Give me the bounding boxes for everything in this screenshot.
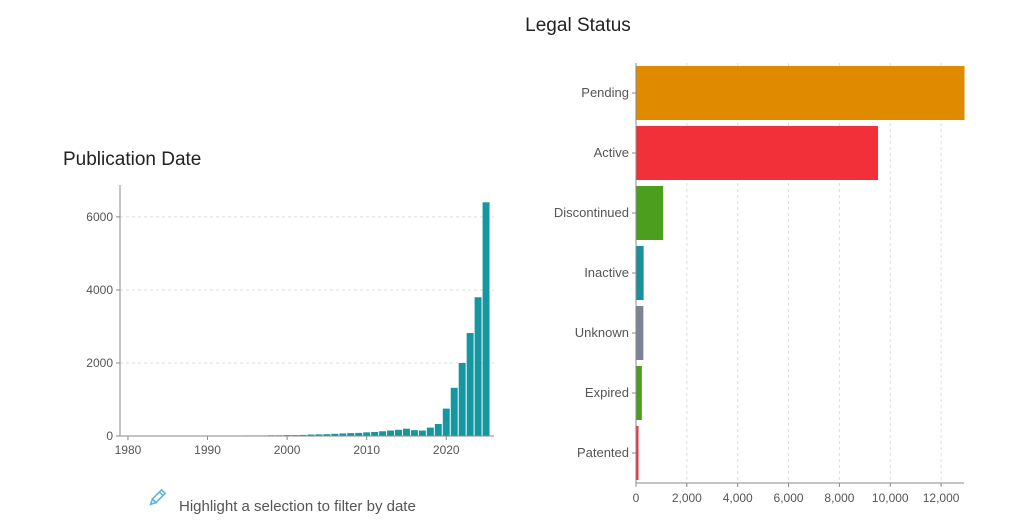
category-label-discontinued: Discontinued [554,205,629,220]
x-tick-label: 2,000 [672,491,702,505]
publication-bar[interactable] [323,434,331,436]
category-label-inactive: Inactive [584,265,629,280]
y-tick-label: 6000 [86,210,113,224]
filter-hint-text: Highlight a selection to filter by date [179,498,416,515]
publication-bar[interactable] [379,431,387,436]
legal-bar-inactive[interactable] [636,246,644,300]
publication-bar[interactable] [363,432,371,436]
publication-date-chart[interactable]: Publication Date 1980 1990 2000 2010 2020 0 2… [63,149,494,515]
publication-bar[interactable] [458,362,466,436]
legal-bar-expired[interactable] [636,366,642,420]
publication-bar[interactable] [482,202,490,436]
legal-bar-active[interactable] [636,126,879,180]
publication-bar[interactable] [339,433,347,436]
publication-bar[interactable] [466,333,474,436]
publication-bar[interactable] [299,434,307,436]
publication-bar[interactable] [410,430,418,436]
x-tick-label: 2010 [353,443,380,457]
legal-grid [686,63,942,483]
filter-hint: Highlight a selection to filter by date [149,488,416,515]
x-tick-label: 1980 [115,443,142,457]
publication-bar[interactable] [402,428,410,436]
publication-bar[interactable] [474,297,482,436]
legal-status-title: Legal Status [525,15,631,36]
publication-bar[interactable] [387,430,395,436]
legal-bar-patented[interactable] [636,426,639,480]
category-label-unknown: Unknown [575,325,629,340]
publication-bar[interactable] [395,429,402,436]
y-tick-label: 0 [106,429,113,443]
legal-bar-unknown[interactable] [636,306,644,360]
publication-x-ticks: 1980 1990 2000 2010 2020 [115,436,460,457]
x-tick-label: 4,000 [723,491,753,505]
x-tick-label: 1990 [194,443,221,457]
publication-bar[interactable] [442,408,450,436]
publication-bar[interactable] [307,434,315,436]
publication-bar[interactable] [450,387,458,436]
publication-bar[interactable] [331,433,339,436]
publication-bar[interactable] [347,433,355,436]
publication-bar[interactable] [315,434,323,436]
publication-grid [120,216,494,364]
publication-bar[interactable] [371,431,379,436]
x-tick-label: 6,000 [774,491,804,505]
publication-bar[interactable] [418,430,426,436]
publication-y-ticks: 0 2000 4000 6000 [86,210,120,443]
y-tick-label: 4000 [86,283,113,297]
category-label-pending: Pending [581,85,629,100]
category-label-expired: Expired [585,385,629,400]
x-tick-label: 0 [633,491,640,505]
publication-bar[interactable] [426,427,434,436]
legal-bars[interactable] [636,66,965,480]
publication-date-title: Publication Date [63,149,201,170]
category-label-patented: Patented [577,445,629,460]
publication-bar[interactable] [355,432,363,436]
category-label-active: Active [594,145,629,160]
publication-bar[interactable] [434,423,442,436]
pencil-icon [149,488,167,506]
y-tick-label: 2000 [86,356,113,370]
x-tick-label: 2020 [433,443,460,457]
legal-x-ticks: 0 2,000 4,000 6,000 8,000 10,000 12,000 [633,483,960,505]
x-tick-label: 10,000 [872,491,909,505]
legal-bar-discontinued[interactable] [636,186,664,240]
x-tick-label: 12,000 [923,491,960,505]
legal-category-labels: Pending Active Discontinued Inactive Unknown… [554,85,636,460]
legal-status-chart[interactable]: Legal Status Pending Active Discontinued In… [525,15,965,505]
x-tick-label: 8,000 [824,491,854,505]
publication-axes [119,185,494,437]
x-tick-label: 2000 [274,443,301,457]
publication-bars[interactable] [132,202,490,437]
legal-bar-pending[interactable] [636,66,965,120]
